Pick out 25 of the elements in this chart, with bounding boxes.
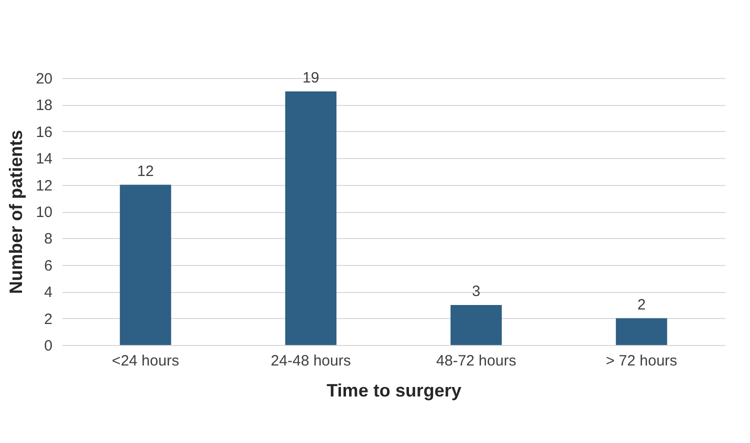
y-tick-label: 8 <box>44 230 52 248</box>
data-label: 2 <box>637 296 646 314</box>
y-axis-title: Number of patients <box>6 130 26 294</box>
x-axis-title: Time to surgery <box>326 380 462 400</box>
y-tick-label: 2 <box>44 310 52 328</box>
data-label: 3 <box>472 282 480 300</box>
bar <box>616 318 668 345</box>
bar <box>285 91 336 345</box>
y-tick-label: 16 <box>36 124 52 141</box>
data-label: 19 <box>302 69 320 86</box>
x-tick-label: 24-48 hours <box>270 352 351 370</box>
bar <box>120 184 172 345</box>
x-tick-label: <24 hours <box>112 352 180 370</box>
y-tick-label: 18 <box>36 97 52 114</box>
y-tick-label: 10 <box>36 204 52 221</box>
y-tick-label: 14 <box>36 150 52 168</box>
y-tick-label: 0 <box>44 338 52 354</box>
y-tick-label: 4 <box>44 284 52 302</box>
x-tick-label: > 72 hours <box>606 352 678 370</box>
y-tick-label: 12 <box>36 177 52 194</box>
bar <box>450 304 502 345</box>
data-label: 12 <box>137 162 154 180</box>
y-tick-label: 20 <box>36 70 52 88</box>
y-tick-label: 6 <box>44 257 52 274</box>
x-tick-label: 48-72 hours <box>436 352 516 370</box>
